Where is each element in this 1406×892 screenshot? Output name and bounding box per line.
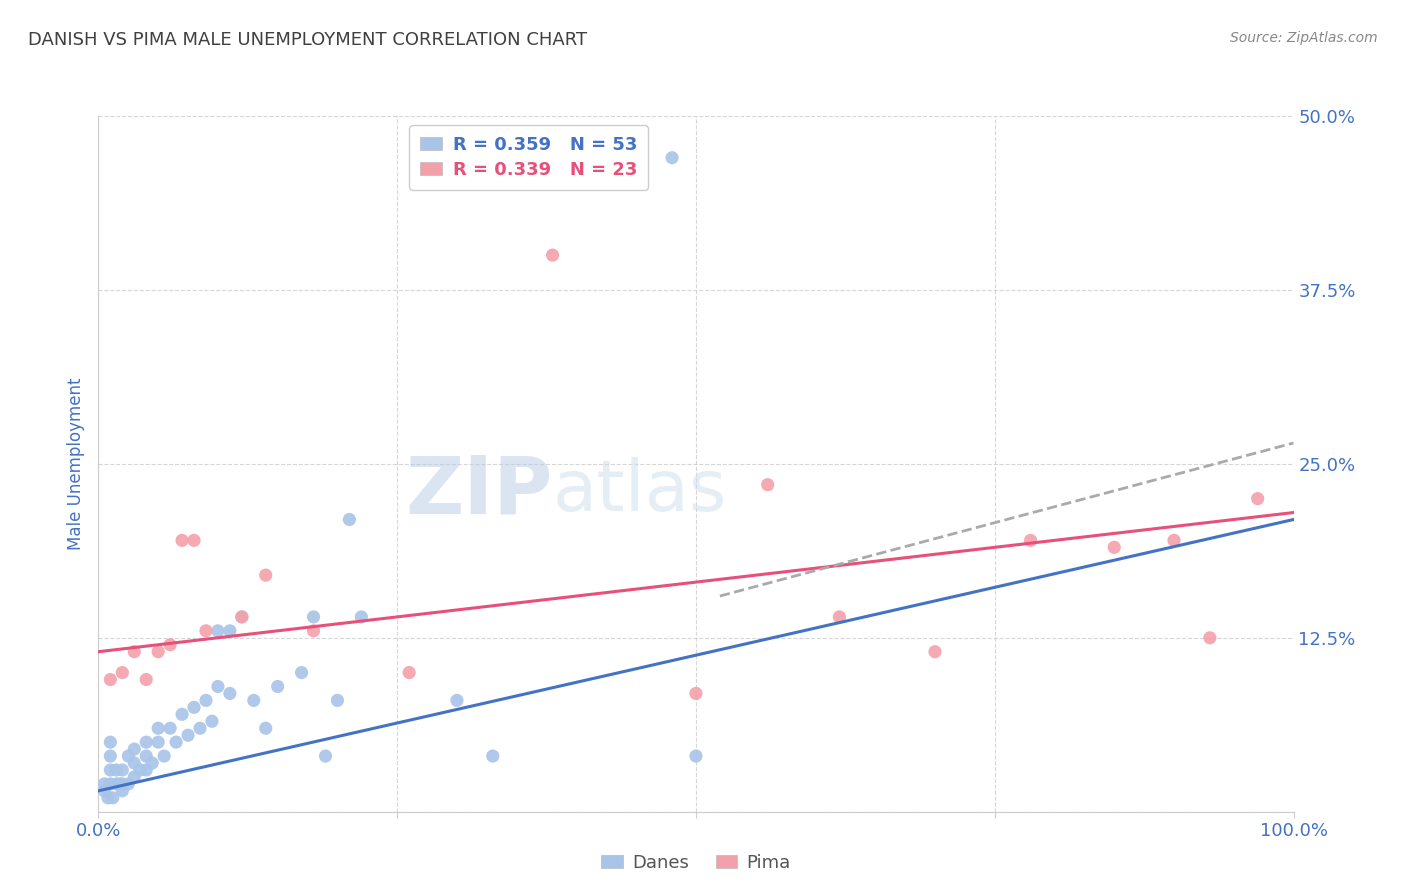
- Point: [207, 680, 229, 694]
- Point: [135, 735, 157, 749]
- Point: [326, 693, 349, 707]
- Point: [756, 477, 779, 491]
- Point: [302, 624, 325, 638]
- Text: Source: ZipAtlas.com: Source: ZipAtlas.com: [1230, 31, 1378, 45]
- Point: [98, 777, 122, 791]
- Point: [124, 645, 146, 659]
- Point: [267, 680, 290, 694]
- Point: [231, 610, 253, 624]
- Point: [243, 693, 266, 707]
- Text: atlas: atlas: [553, 458, 727, 526]
- Point: [124, 742, 146, 756]
- Legend: Danes, Pima: Danes, Pima: [593, 847, 799, 880]
- Point: [148, 735, 170, 749]
- Point: [98, 763, 122, 777]
- Point: [254, 721, 277, 735]
- Point: [1198, 631, 1220, 645]
- Point: [1163, 533, 1185, 548]
- Point: [111, 784, 134, 798]
- Point: [135, 763, 157, 777]
- Point: [105, 763, 128, 777]
- Point: [117, 749, 139, 764]
- Point: [685, 686, 707, 700]
- Point: [98, 749, 122, 764]
- Point: [111, 665, 134, 680]
- Point: [219, 686, 242, 700]
- Point: [183, 533, 205, 548]
- Point: [165, 735, 187, 749]
- Point: [93, 784, 115, 798]
- Point: [93, 777, 115, 791]
- Text: ZIP: ZIP: [405, 452, 553, 531]
- Point: [108, 777, 131, 791]
- Point: [398, 665, 420, 680]
- Point: [97, 790, 120, 805]
- Point: [1246, 491, 1268, 506]
- Point: [105, 777, 128, 791]
- Point: [541, 248, 564, 262]
- Point: [207, 624, 229, 638]
- Text: DANISH VS PIMA MALE UNEMPLOYMENT CORRELATION CHART: DANISH VS PIMA MALE UNEMPLOYMENT CORRELA…: [28, 31, 588, 49]
- Point: [661, 151, 683, 165]
- Point: [1102, 541, 1125, 555]
- Point: [685, 749, 707, 764]
- Point: [135, 673, 157, 687]
- Point: [159, 638, 181, 652]
- Point: [148, 645, 170, 659]
- Point: [194, 624, 217, 638]
- Point: [337, 512, 360, 526]
- Point: [231, 610, 253, 624]
- Point: [135, 749, 157, 764]
- Point: [183, 700, 205, 714]
- Point: [98, 673, 122, 687]
- Y-axis label: Male Unemployment: Male Unemployment: [66, 377, 84, 550]
- Point: [177, 728, 200, 742]
- Point: [111, 777, 134, 791]
- Point: [446, 693, 468, 707]
- Point: [172, 707, 194, 722]
- Point: [159, 721, 181, 735]
- Point: [124, 756, 146, 770]
- Point: [481, 749, 505, 764]
- Point: [254, 568, 277, 582]
- Point: [290, 665, 312, 680]
- Point: [828, 610, 851, 624]
- Point: [194, 693, 217, 707]
- Point: [129, 763, 152, 777]
- Point: [219, 624, 242, 638]
- Point: [172, 533, 194, 548]
- Point: [124, 770, 146, 784]
- Point: [302, 610, 325, 624]
- Point: [148, 721, 170, 735]
- Point: [153, 749, 176, 764]
- Point: [201, 714, 224, 729]
- Point: [141, 756, 163, 770]
- Point: [1019, 533, 1042, 548]
- Point: [117, 777, 139, 791]
- Point: [111, 763, 134, 777]
- Point: [101, 790, 124, 805]
- Point: [315, 749, 337, 764]
- Point: [98, 735, 122, 749]
- Point: [924, 645, 946, 659]
- Point: [188, 721, 211, 735]
- Point: [350, 610, 373, 624]
